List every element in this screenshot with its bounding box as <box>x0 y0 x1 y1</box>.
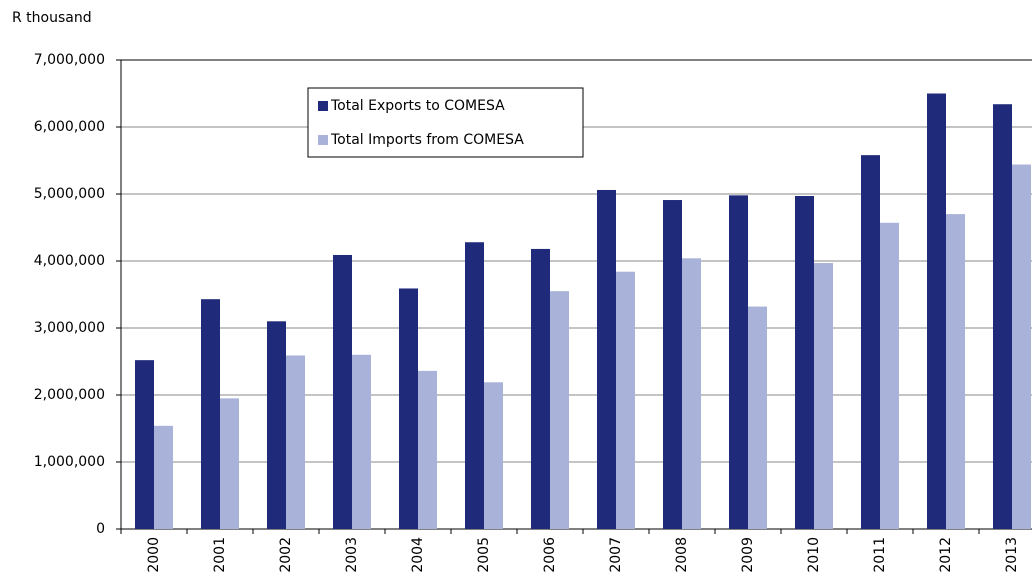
y-tick-label: 0 <box>96 521 105 537</box>
y-tick-label: 7,000,000 <box>34 52 105 68</box>
y-tick-label: 3,000,000 <box>34 320 105 336</box>
bar <box>597 189 616 530</box>
x-tick-label: 2002 <box>278 537 294 573</box>
bar <box>861 155 880 529</box>
legend: Total Exports to COMESA Total Imports fro… <box>307 87 584 158</box>
bar <box>616 271 635 529</box>
bar <box>154 425 173 529</box>
bar <box>1012 164 1031 529</box>
bar <box>682 258 701 529</box>
legend-label: Total Imports from COMESA <box>330 132 524 148</box>
x-tick-label: 2012 <box>938 537 954 573</box>
x-tick-label: 2007 <box>608 537 624 573</box>
bar <box>927 93 946 529</box>
bar <box>352 354 371 529</box>
y-tick-label: 1,000,000 <box>34 454 105 470</box>
y-axis-label: R thousand <box>12 10 92 26</box>
x-tick-label: 2011 <box>872 537 888 573</box>
legend-box <box>307 87 584 158</box>
y-tick-label: 2,000,000 <box>34 387 105 403</box>
x-tick-label: 2013 <box>1004 537 1020 573</box>
x-tick-label: 2003 <box>344 537 360 573</box>
bar <box>814 263 833 529</box>
x-tick-label: 2010 <box>806 537 822 573</box>
x-tick-label: 2001 <box>212 537 228 573</box>
bar <box>465 242 484 530</box>
bar <box>880 222 899 529</box>
x-tick-label: 2008 <box>674 537 690 573</box>
bar <box>286 355 305 529</box>
bar <box>729 195 748 529</box>
x-tick-label: 2009 <box>740 537 756 573</box>
bar <box>795 196 814 529</box>
bar <box>135 360 154 529</box>
bar <box>484 382 503 529</box>
bar <box>946 214 965 529</box>
bar <box>333 254 352 529</box>
bar <box>550 291 569 529</box>
legend-label: Total Exports to COMESA <box>330 98 505 114</box>
bar <box>267 321 286 529</box>
bar <box>418 370 437 529</box>
legend-swatch <box>318 101 328 111</box>
x-tick-label: 2004 <box>410 537 426 573</box>
bar <box>220 398 239 529</box>
x-tick-label: 2005 <box>476 537 492 573</box>
legend-swatch <box>318 135 328 145</box>
y-tick-label: 4,000,000 <box>34 253 105 269</box>
bar <box>399 288 418 529</box>
x-tick-label: 2006 <box>542 537 558 573</box>
bar <box>531 248 550 529</box>
x-tick-label: 2000 <box>146 537 162 573</box>
bar <box>748 306 767 529</box>
bar <box>663 200 682 529</box>
bar <box>201 299 220 529</box>
y-tick-label: 6,000,000 <box>34 119 105 135</box>
y-tick-label: 5,000,000 <box>34 186 105 202</box>
bar <box>993 104 1012 529</box>
